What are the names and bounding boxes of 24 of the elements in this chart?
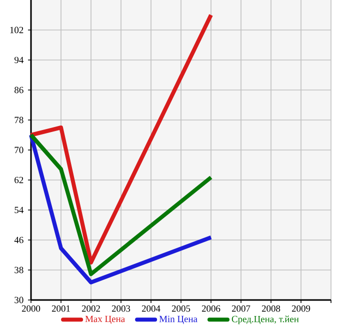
y-tick-label: 86 [14,86,24,94]
line-series [29,13,214,264]
y-tick-label: 102 [10,26,24,34]
x-tick-label: 2003 [112,305,130,312]
x-tick-label: 2001 [52,305,70,312]
legend-label: Max Цена [85,316,125,324]
y-tick-label: 30 [14,296,24,304]
x-tick-label: 2009 [292,305,310,312]
x-tick-label: 2008 [262,305,280,312]
legend-label: Сред.Цена, т.йен [232,316,299,324]
y-tick-label: 94 [14,56,24,64]
x-tick-label: 2006 [202,305,220,312]
y-tick-label: 70 [14,146,24,154]
legend-label: Min Цена [159,316,198,324]
x-tick-label: 2000 [22,305,40,312]
y-tick-label: 78 [14,116,24,124]
x-tick-label: 2007 [232,305,250,312]
x-tick-label: 2002 [82,305,100,312]
y-tick-label: 46 [14,236,24,244]
y-tick-label: 38 [14,266,24,274]
y-tick-label: 62 [14,176,24,184]
x-tick-label: 2005 [172,305,190,312]
x-tick-label: 2004 [142,305,160,312]
y-tick-label: 54 [14,206,24,214]
